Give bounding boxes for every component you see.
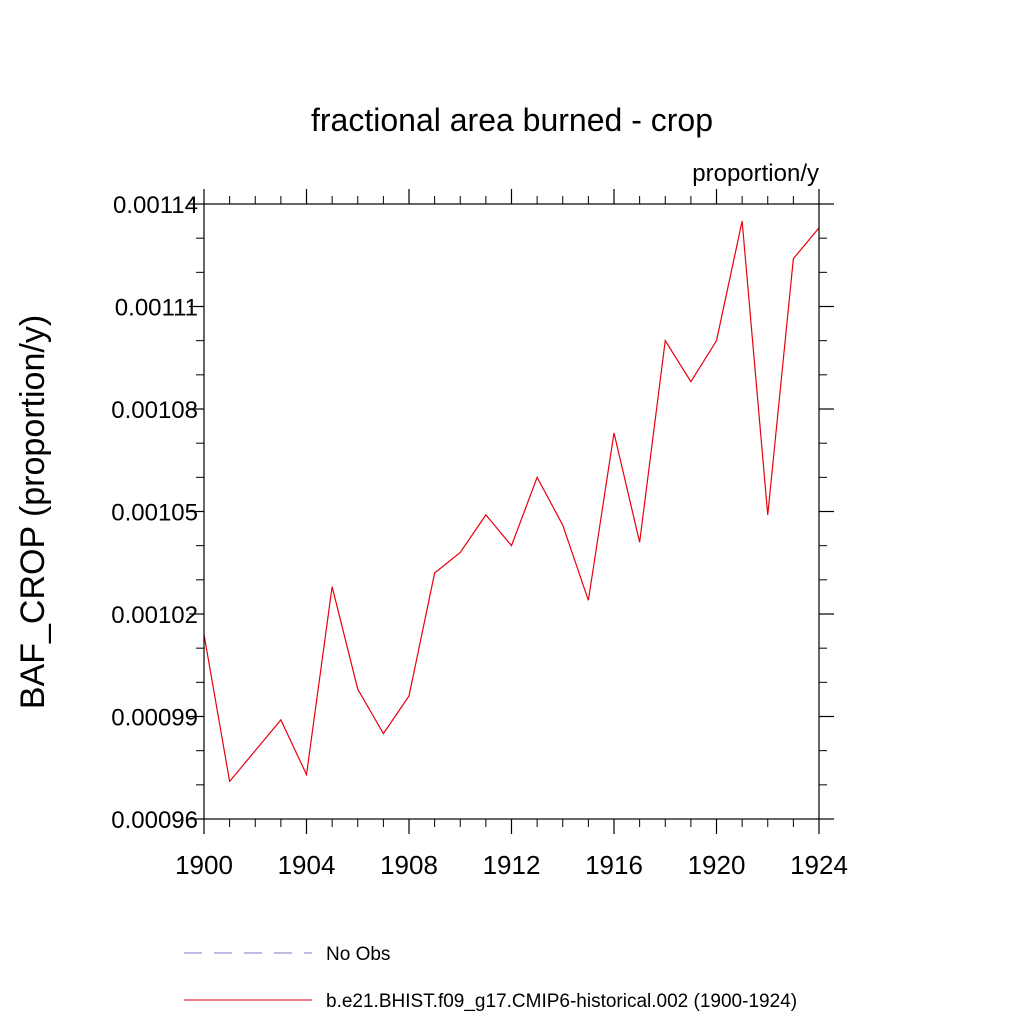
y-axis-label: BAF_CROP (proportion/y) — [14, 315, 52, 709]
y-tick-label: 0.00114 — [113, 192, 198, 219]
y-tick-label: 0.00111 — [115, 295, 198, 322]
y-tick-label: 0.00102 — [111, 602, 198, 629]
x-tick-label: 1900 — [175, 850, 233, 880]
x-tick-label: 1912 — [483, 850, 541, 880]
x-tick-label: 1908 — [380, 850, 438, 880]
series-line — [203, 220, 820, 783]
x-tick-label: 1916 — [585, 850, 643, 880]
x-tick-label: 1920 — [688, 850, 746, 880]
chart-title: fractional area burned - crop — [311, 102, 713, 138]
y-tick-label: 0.00108 — [111, 397, 198, 424]
y-tick-label: 0.00105 — [111, 500, 198, 527]
legend-label: b.e21.BHIST.f09_g17.CMIP6-historical.002… — [326, 991, 797, 1012]
plot-frame — [203, 203, 820, 820]
x-tick-label: 1904 — [278, 850, 336, 880]
y-tick-label: 0.00099 — [111, 705, 198, 732]
series-group — [203, 220, 820, 783]
x-tick-label: 1924 — [790, 850, 848, 880]
legend-label: No Obs — [326, 944, 390, 965]
axis-tick-labels: 0.00096 0.00099 0.00102 0.00105 0.00108 0.001… — [111, 192, 848, 880]
y-tick-label: 0.00096 — [111, 807, 198, 834]
units-label: proportion/y — [692, 160, 819, 187]
axis-ticks — [189, 189, 834, 834]
legend: No Obs b.e21.BHIST.f09_g17.CMIP6-historic… — [184, 944, 797, 1012]
